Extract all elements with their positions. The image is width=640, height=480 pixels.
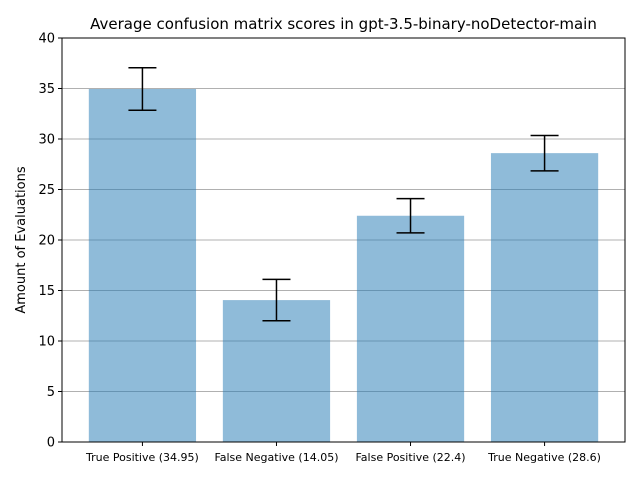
y-axis-label: Amount of Evaluations bbox=[14, 166, 29, 313]
bar bbox=[88, 89, 197, 442]
y-tick-label: 0 bbox=[47, 436, 55, 451]
chart-title: Average confusion matrix scores in gpt-3… bbox=[90, 15, 597, 33]
y-tick-label: 35 bbox=[38, 82, 55, 97]
bar bbox=[356, 215, 465, 442]
error-bar bbox=[128, 67, 157, 111]
y-tick-label: 20 bbox=[38, 234, 55, 249]
y-tick-label: 30 bbox=[38, 133, 55, 148]
error-bar bbox=[262, 278, 291, 322]
x-ticks: True Positive (34.95) False Negative (14.… bbox=[85, 442, 601, 464]
y-tick-label: 25 bbox=[38, 183, 55, 198]
error-bar bbox=[396, 197, 425, 234]
x-tick-label: True Positive (34.95) bbox=[85, 451, 199, 464]
y-tick-label: 40 bbox=[38, 32, 55, 47]
x-tick-label: True Negative (28.6) bbox=[487, 451, 601, 464]
y-tick-label: 5 bbox=[47, 385, 55, 400]
bar bbox=[490, 153, 599, 442]
y-tick-label: 15 bbox=[38, 284, 55, 299]
bars bbox=[88, 89, 599, 442]
bar bbox=[222, 300, 331, 442]
y-ticks: 0 5 10 15 20 25 30 35 40 bbox=[38, 32, 62, 451]
y-tick-label: 10 bbox=[38, 335, 55, 350]
error-bars bbox=[128, 67, 559, 322]
x-tick-label: False Positive (22.4) bbox=[355, 451, 465, 464]
error-bar bbox=[530, 134, 559, 172]
x-tick-label: False Negative (14.05) bbox=[214, 451, 338, 464]
